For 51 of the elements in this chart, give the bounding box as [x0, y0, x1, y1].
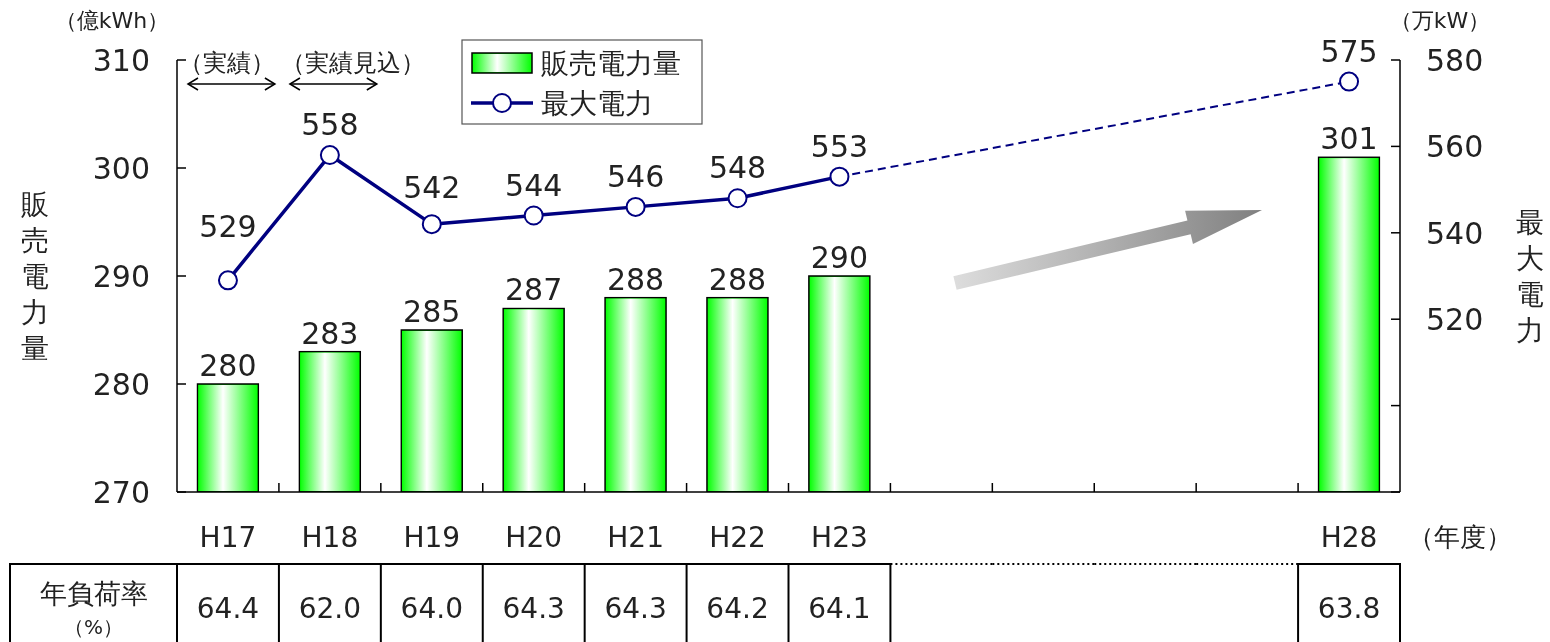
- text: （億kWh）: [54, 7, 170, 33]
- data-label: 285: [403, 294, 461, 329]
- data-label: 63.8: [1317, 592, 1381, 626]
- data-label: 287: [505, 272, 563, 308]
- data-label: 548: [708, 150, 767, 186]
- text: （万kW）: [1389, 7, 1491, 33]
- x-tick-label: H23: [811, 521, 868, 555]
- x-tick-label: H17: [199, 521, 257, 555]
- y-tick-label: 270: [92, 474, 150, 510]
- data-label: 288: [708, 261, 767, 297]
- x-tick-label: H19: [403, 521, 461, 555]
- data-label: 544: [505, 167, 563, 203]
- y-tick-label: 290: [92, 258, 150, 294]
- data-label: 64.4: [196, 592, 260, 626]
- y2-axis-title: 最大電力: [1516, 206, 1544, 348]
- annotation: （実績）: [179, 48, 275, 77]
- data-label: 558: [301, 107, 359, 143]
- data-label: 553: [810, 128, 869, 164]
- data-label: 301: [1320, 121, 1378, 157]
- data-label: 542: [403, 169, 461, 205]
- data-label: 546: [606, 158, 665, 194]
- y2-tick-label: 540: [1426, 215, 1484, 251]
- y2-tick-label: 580: [1426, 42, 1484, 78]
- data-label: 64.1: [808, 592, 871, 626]
- data-label: 64.3: [604, 592, 667, 626]
- data-label: 280: [199, 348, 257, 383]
- data-label: 283: [301, 315, 359, 351]
- x-tick-label: H28: [1320, 521, 1378, 555]
- legend-label: 最大電力: [541, 87, 653, 121]
- y-tick-label: 310: [92, 42, 150, 78]
- y2-tick-label: 560: [1426, 129, 1484, 165]
- data-label: 529: [199, 209, 257, 245]
- data-label: 290: [810, 240, 869, 275]
- data-label: 575: [1320, 33, 1378, 69]
- y-tick-label: 300: [92, 150, 150, 186]
- annotation: （実績見込）: [280, 48, 425, 77]
- text: 年負荷率（%）: [39, 577, 148, 640]
- x-tick-label: H21: [607, 521, 664, 555]
- x-tick-label: H20: [505, 521, 563, 555]
- data-label: 64.3: [502, 592, 565, 626]
- data-label: 288: [606, 261, 665, 297]
- x-tick-label: H18: [301, 521, 359, 555]
- y-axis-title: 販売電力量: [21, 188, 49, 366]
- data-label: 64.0: [400, 592, 463, 626]
- data-label: 62.0: [298, 592, 362, 626]
- x-tick-label: H22: [709, 521, 766, 555]
- x-axis-title: （年度）: [1408, 522, 1512, 553]
- y2-tick-label: 520: [1426, 302, 1484, 337]
- legend-label: 販売電力量: [541, 47, 681, 81]
- data-label: 64.2: [706, 592, 769, 626]
- y-tick-label: 280: [92, 366, 150, 402]
